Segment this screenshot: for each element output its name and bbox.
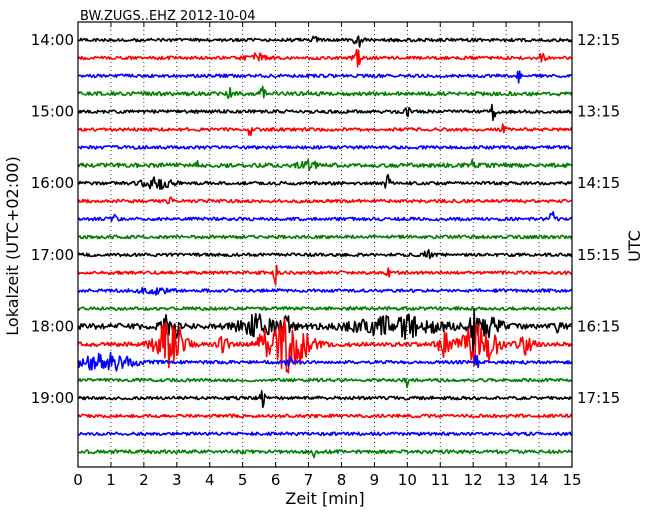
x-tick-label: 11 xyxy=(431,471,450,489)
y-tick-label-left: 19:00 xyxy=(31,389,74,407)
y-tick-label-right: 14:15 xyxy=(577,174,620,192)
x-axis-title: Zeit [min] xyxy=(285,489,364,508)
y-tick-label-left: 16:00 xyxy=(31,174,74,192)
seismic-trace xyxy=(77,210,573,222)
seismic-trace xyxy=(77,248,573,260)
y-tick-label-right: 17:15 xyxy=(577,389,620,407)
y-tick-label-left: 14:00 xyxy=(31,31,74,49)
seismic-trace xyxy=(77,264,573,286)
seismic-trace xyxy=(77,413,573,419)
seismic-trace xyxy=(77,431,573,437)
seismic-trace xyxy=(77,286,573,296)
y-tick-label-left: 17:00 xyxy=(31,246,74,264)
x-tick-label: 13 xyxy=(497,471,516,489)
x-tick-label: 4 xyxy=(205,471,215,489)
seismic-trace xyxy=(77,308,573,357)
seismic-trace xyxy=(77,103,573,122)
seismic-trace xyxy=(77,377,573,389)
seismic-trace xyxy=(77,145,573,150)
y-tick-label-left: 15:00 xyxy=(31,103,74,121)
seismic-trace xyxy=(77,173,573,191)
x-tick-label: 7 xyxy=(304,471,314,489)
seismic-trace xyxy=(77,306,573,311)
chart-title: BW.ZUGS..EHZ 2012-10-04 xyxy=(80,9,256,24)
x-tick-label: 2 xyxy=(139,471,149,489)
y-axis-title-left: Lokalzeit (UTC+02:00) xyxy=(3,156,22,335)
y-tick-label-right: 16:15 xyxy=(577,317,620,335)
seismic-trace xyxy=(77,351,573,372)
seismic-trace xyxy=(77,449,573,459)
y-tick-label-left: 18:00 xyxy=(31,317,74,335)
x-tick-label: 9 xyxy=(370,471,380,489)
seismic-trace xyxy=(77,389,573,409)
seismic-trace xyxy=(77,35,573,48)
trace-layer xyxy=(77,35,573,459)
seismic-trace xyxy=(77,318,573,374)
x-tick-label: 5 xyxy=(238,471,248,489)
x-tick-label: 12 xyxy=(464,471,483,489)
seismic-trace xyxy=(77,196,573,205)
seismic-trace xyxy=(77,85,573,100)
seismic-trace xyxy=(77,48,573,68)
y-tick-label-right: 15:15 xyxy=(577,246,620,264)
x-tick-label: 0 xyxy=(73,471,83,489)
x-tick-label: 10 xyxy=(398,471,417,489)
seismic-trace xyxy=(77,158,573,172)
y-tick-label-right: 12:15 xyxy=(577,31,620,49)
x-tick-label: 3 xyxy=(172,471,182,489)
x-tick-label: 8 xyxy=(337,471,347,489)
x-tick-label: 15 xyxy=(562,471,581,489)
x-tick-label: 6 xyxy=(271,471,281,489)
plot-frame xyxy=(77,21,573,468)
seismic-trace xyxy=(77,70,573,84)
y-axis-title-right: UTC xyxy=(625,230,644,262)
x-tick-label: 1 xyxy=(106,471,116,489)
x-tick-label: 14 xyxy=(530,471,549,489)
y-tick-label-right: 13:15 xyxy=(577,103,620,121)
seismic-trace xyxy=(77,234,573,240)
tick-layer: 0 1 2 3 4 5 6 7 8 9 10 11 12 13 14 1514:0015:0016:0017:… xyxy=(31,22,620,489)
seismic-trace xyxy=(77,123,573,137)
plot-background xyxy=(78,22,572,467)
